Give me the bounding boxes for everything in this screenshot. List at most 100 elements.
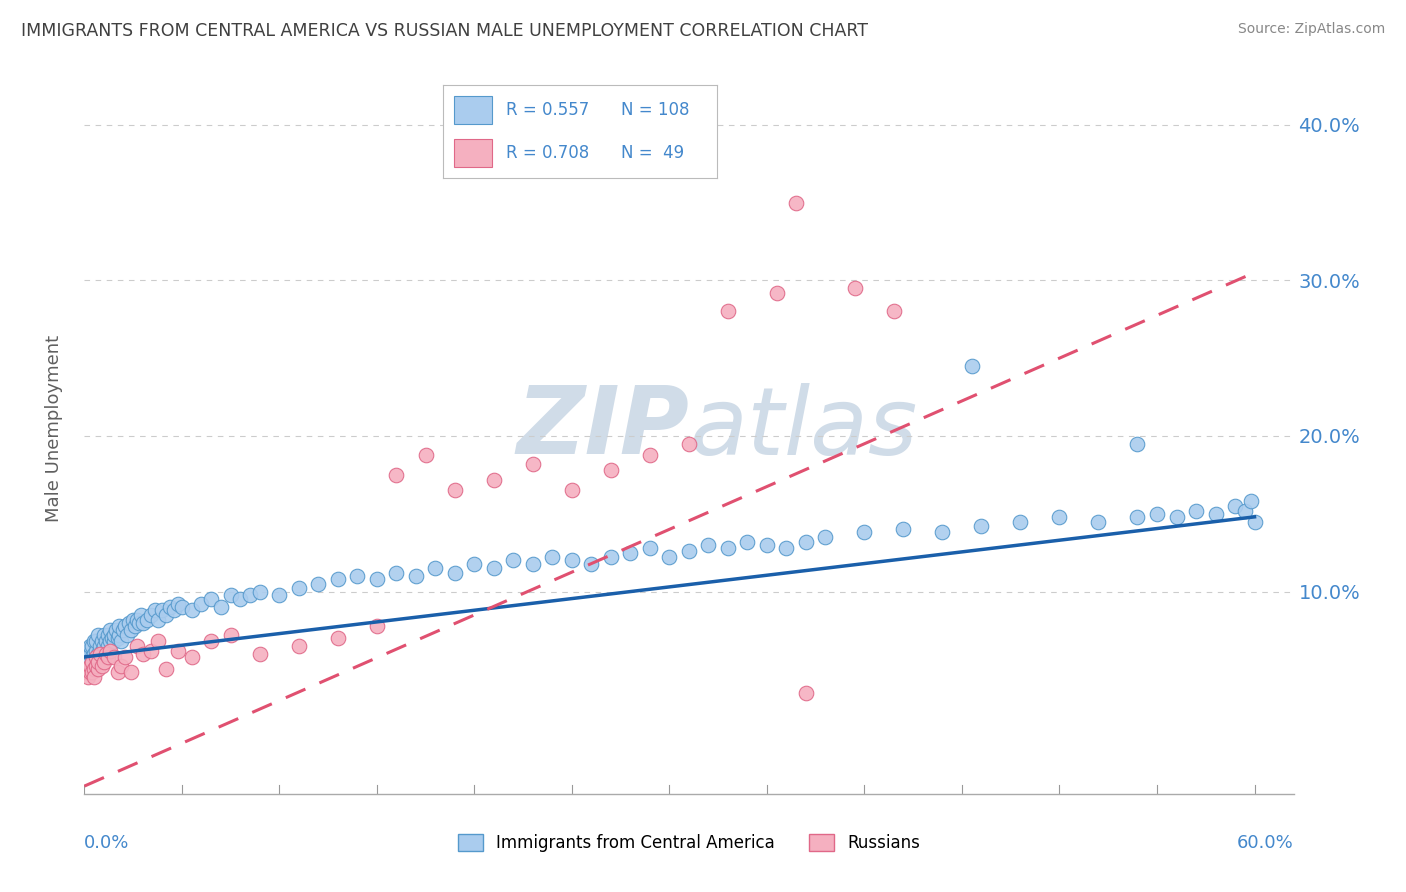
Point [444, 566, 467, 580]
Point [180, 603, 202, 617]
Point [159, 600, 181, 615]
Point [561, 553, 583, 567]
Point [1126, 509, 1149, 524]
Point [84, 659, 107, 673]
Point [100, 632, 122, 646]
Point [678, 436, 700, 450]
Bar [454, 139, 492, 167]
Point [425, 561, 447, 575]
Point [87, 628, 110, 642]
Point [444, 483, 467, 498]
Point [125, 639, 148, 653]
Point [737, 534, 759, 549]
Point [103, 634, 125, 648]
Point [1126, 436, 1149, 450]
Point [97, 639, 120, 653]
Point [77, 670, 100, 684]
Point [326, 572, 349, 586]
Point [1239, 494, 1261, 508]
Point [960, 359, 983, 373]
Point [200, 592, 222, 607]
Point [79, 647, 101, 661]
Point [678, 544, 700, 558]
Point [114, 649, 136, 664]
Point [122, 613, 145, 627]
Legend: Immigrants from Central America, Russians: Immigrants from Central America, Russian… [451, 827, 927, 859]
Point [502, 553, 524, 567]
Point [139, 607, 162, 622]
Point [155, 662, 177, 676]
Point [143, 603, 166, 617]
Point [94, 647, 117, 661]
Point [346, 569, 368, 583]
Point [1087, 515, 1109, 529]
Point [112, 624, 135, 638]
Point [90, 634, 112, 648]
Point [93, 655, 115, 669]
Point [77, 649, 100, 664]
Point [600, 463, 623, 477]
Point [249, 584, 271, 599]
Point [120, 665, 142, 680]
Point [124, 619, 146, 633]
Point [82, 665, 104, 680]
Point [163, 603, 186, 617]
Point [79, 639, 101, 653]
Point [482, 473, 505, 487]
Point [1205, 507, 1227, 521]
Point [108, 619, 131, 633]
Text: N = 108: N = 108 [621, 101, 689, 119]
Point [1166, 509, 1188, 524]
Point [755, 538, 778, 552]
Point [970, 519, 993, 533]
Point [139, 643, 162, 657]
Point [93, 639, 115, 653]
Point [118, 615, 141, 630]
Point [132, 647, 155, 661]
Point [844, 281, 866, 295]
Point [82, 655, 104, 669]
Point [219, 628, 242, 642]
Point [1010, 515, 1032, 529]
Point [853, 525, 876, 540]
Point [600, 550, 623, 565]
Point [97, 649, 120, 664]
Point [239, 588, 262, 602]
Point [132, 615, 155, 630]
Point [180, 649, 202, 664]
Point [84, 649, 107, 664]
Point [405, 569, 427, 583]
Point [167, 643, 190, 657]
Point [77, 662, 100, 676]
Text: ZIP: ZIP [516, 382, 689, 475]
Point [103, 649, 125, 664]
Point [561, 483, 583, 498]
Point [288, 639, 311, 653]
Point [110, 634, 132, 648]
Point [103, 628, 125, 642]
Point [128, 615, 150, 630]
Point [619, 546, 641, 560]
Text: atlas: atlas [689, 383, 917, 474]
Point [307, 576, 329, 591]
Point [765, 285, 787, 300]
Point [366, 619, 388, 633]
Point [200, 634, 222, 648]
Point [120, 624, 142, 638]
Point [170, 600, 193, 615]
Point [1223, 499, 1246, 513]
Point [385, 467, 408, 482]
Point [288, 582, 311, 596]
Point [1049, 509, 1071, 524]
Point [150, 603, 173, 617]
Point [581, 557, 603, 571]
Point [148, 634, 170, 648]
Text: Source: ZipAtlas.com: Source: ZipAtlas.com [1237, 22, 1385, 37]
Point [249, 647, 271, 661]
Point [1146, 507, 1168, 521]
Point [77, 643, 100, 657]
Y-axis label: Male Unemployment: Male Unemployment [45, 334, 63, 522]
Point [89, 647, 111, 661]
Point [79, 665, 101, 680]
Text: 60.0%: 60.0% [1237, 834, 1294, 852]
